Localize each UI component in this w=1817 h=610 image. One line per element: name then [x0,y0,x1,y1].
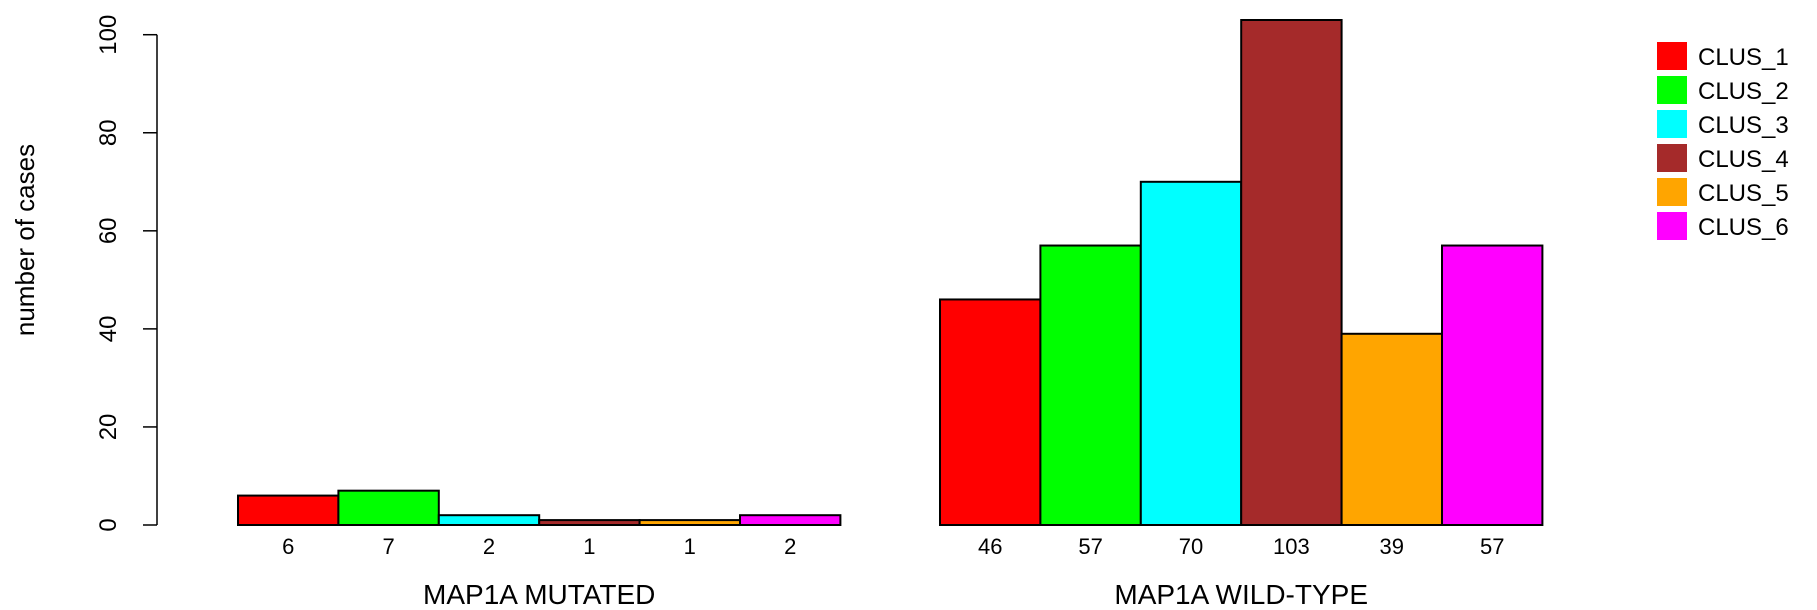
count-labels: 6 7 2 1 1 2 46 57 70 103 39 57 [282,534,1504,559]
bar-mutated-clus-6 [739,514,842,526]
bar-count-label: 57 [1078,534,1102,559]
bar-wild-type-clus-4 [1240,19,1343,526]
bar-mutated-clus-4 [538,519,641,527]
bar-count-label: 2 [483,534,495,559]
y-axis-title: number of cases [10,144,40,336]
bar-wild-type-clus-1 [939,298,1042,527]
legend-swatch [1657,76,1687,104]
bar-wild-type-clus-5 [1340,332,1443,526]
legend: CLUS_1 CLUS_2 CLUS_3 CLUS_4 CLUS_5 CLUS_6 [1657,42,1789,241]
y-axis: 0 20 40 60 80 100 [95,15,158,532]
bar-count-label: 1 [583,534,595,559]
bar-count-label: 1 [684,534,696,559]
bar-count-label: 6 [282,534,294,559]
bar-count-label: 103 [1273,534,1310,559]
bars [237,19,1544,527]
group-labels: MAP1A MUTATED MAP1A WILD-TYPE [423,579,1368,610]
bar-mutated-clus-3 [437,514,541,526]
legend-label: CLUS_6 [1698,214,1789,241]
legend-swatch [1657,144,1687,172]
y-tick-label: 20 [95,414,122,441]
y-tick-label: 40 [95,316,122,343]
bar-wild-type-clus-2 [1039,244,1142,527]
legend-label: CLUS_4 [1698,146,1789,173]
bar-count-label: 7 [382,534,394,559]
legend-swatch [1657,42,1687,70]
legend-swatch [1657,110,1687,138]
y-tick-label: 100 [95,15,122,55]
group-label: MAP1A MUTATED [423,579,655,610]
bar-wild-type-clus-3 [1139,180,1243,526]
legend-swatch [1657,178,1687,206]
bar-mutated-clus-2 [337,489,440,527]
bar-mutated-clus-1 [237,494,340,526]
bar-count-label: 2 [784,534,796,559]
bar-count-label: 46 [978,534,1002,559]
bar-wild-type-clus-6 [1441,244,1544,527]
bar-count-label: 57 [1480,534,1504,559]
y-tick-label: 80 [95,119,122,146]
legend-label: CLUS_2 [1698,78,1789,105]
bar-mutated-clus-5 [638,519,741,527]
group-label: MAP1A WILD-TYPE [1114,579,1368,610]
y-tick-label: 0 [95,518,122,531]
legend-label: CLUS_1 [1698,44,1789,71]
bar-count-label: 70 [1179,534,1203,559]
y-tick-label: 60 [95,217,122,244]
legend-label: CLUS_5 [1698,180,1789,207]
legend-label: CLUS_3 [1698,112,1789,139]
legend-swatch [1657,212,1687,240]
bar-count-label: 39 [1380,534,1404,559]
